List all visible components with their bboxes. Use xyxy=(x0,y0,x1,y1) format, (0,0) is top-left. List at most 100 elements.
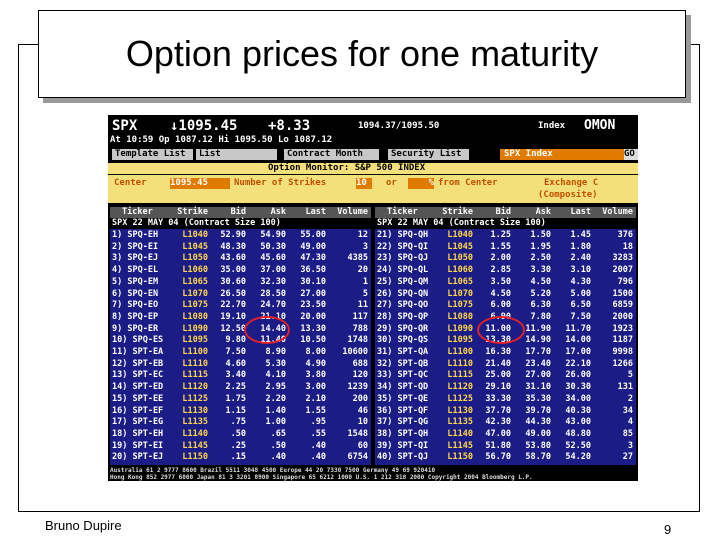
table-cell: L1070 xyxy=(182,288,208,299)
table-cell: 7) SPQ-EO xyxy=(112,300,159,311)
column-label: Ticker xyxy=(387,207,418,217)
contract-row: SPX 22 MAY 04 (Contract Size 100) xyxy=(110,218,371,229)
table-cell: L1050 xyxy=(447,253,473,264)
table-cell: .50 xyxy=(270,440,286,451)
table-cell: 39.70 xyxy=(525,405,551,416)
table-cell: 1.00 xyxy=(265,417,286,428)
table-cell: .25 xyxy=(230,440,246,451)
table-cell: 58.70 xyxy=(525,452,551,463)
table-cell: 49.00 xyxy=(300,241,326,252)
column-label: Strike xyxy=(177,207,208,217)
table-cell: 28.50 xyxy=(260,288,286,299)
center-label: Center xyxy=(114,178,147,188)
table-cell: 131 xyxy=(617,382,633,393)
table-cell: L1040 xyxy=(447,230,473,240)
table-cell: 1500 xyxy=(612,288,633,299)
table-cell: 19.10 xyxy=(220,311,246,322)
table-cell: L1065 xyxy=(182,276,208,287)
table-cell: 1 xyxy=(362,276,368,287)
center-value[interactable]: 1095.45 xyxy=(170,178,230,189)
table-cell: 8.90 xyxy=(265,347,286,357)
table-cell: 120 xyxy=(352,370,368,381)
table-cell: 1.55 xyxy=(490,241,511,252)
pct[interactable]: % xyxy=(408,178,434,189)
table-cell: 40) SPT-QJ xyxy=(377,452,429,463)
table-cell: 6754 xyxy=(347,452,368,463)
table-cell: L1040 xyxy=(182,230,208,240)
table-cell: 60 xyxy=(357,440,368,451)
table-cell: 4.30 xyxy=(570,276,591,287)
go-button[interactable]: GO xyxy=(624,149,638,160)
table-cell: 22.70 xyxy=(220,300,246,311)
table-cell: 20 xyxy=(357,265,368,276)
table-cell: 10600 xyxy=(342,347,368,357)
column-label: Volume xyxy=(337,207,368,217)
table-cell: 796 xyxy=(617,276,633,287)
table-cell: 27) SPQ-QO xyxy=(377,300,429,311)
table-cell: 55.00 xyxy=(300,230,326,240)
table-cell: 1.40 xyxy=(265,405,286,416)
table-cell: 37.70 xyxy=(485,405,511,416)
table-cell: 1.95 xyxy=(530,241,551,252)
strikes-label: Number of Strikes xyxy=(234,178,327,188)
table-cell: 2.20 xyxy=(265,393,286,404)
menu-item[interactable]: Security List xyxy=(388,149,469,160)
table-cell: L1065 xyxy=(447,276,473,287)
table-cell: L1070 xyxy=(447,288,473,299)
table-cell: 8) SPQ-EP xyxy=(112,311,159,322)
table-cell: 6.50 xyxy=(570,300,591,311)
menu-item[interactable]: Contract Month xyxy=(284,149,379,160)
table-cell: 85 xyxy=(622,428,633,439)
table-cell: 54.90 xyxy=(260,230,286,240)
column-header: Ticker Strike Bid Ask Last Volume xyxy=(375,207,636,218)
table-cell: 4.50 xyxy=(490,288,511,299)
menu-item[interactable]: Template List xyxy=(112,149,193,160)
table-cell: 33.30 xyxy=(485,393,511,404)
table-cell: 2007 xyxy=(612,265,633,276)
table-cell: 44.30 xyxy=(525,417,551,428)
table-cell: 22) SPQ-QI xyxy=(377,241,429,252)
table-cell: 1.55 xyxy=(305,405,326,416)
exchange: Exchange C xyxy=(544,178,599,188)
table-cell: 43.00 xyxy=(565,417,591,428)
table-cell: 26.50 xyxy=(220,288,246,299)
menu-item[interactable]: List xyxy=(196,149,277,160)
table-cell: .50 xyxy=(230,428,246,439)
calls-panel: Ticker Strike Bid Ask Last Volume SPX 22 MAY 0… xyxy=(110,207,371,465)
table-cell: 10 xyxy=(357,417,368,428)
table-cell: 1239 xyxy=(347,382,368,393)
column-label: Volume xyxy=(602,207,633,217)
table-cell: 3 xyxy=(362,241,368,252)
table-cell: 2.25 xyxy=(225,382,246,393)
table-cell: 5.00 xyxy=(570,288,591,299)
title-box: Option prices for one maturity xyxy=(38,10,686,98)
table-cell: 20.00 xyxy=(300,311,326,322)
table-cell: L1075 xyxy=(182,300,208,311)
table-cell: 37) SPT-QG xyxy=(377,417,429,428)
table-cell: L1100 xyxy=(182,347,208,357)
table-cell: 7.80 xyxy=(530,311,551,322)
table-cell: 1266 xyxy=(612,358,633,369)
table-cell: 3.10 xyxy=(570,265,591,276)
table-cell: 35) SPT-QE xyxy=(377,393,429,404)
session: At 10:59 Op 1087.12 Hi 1095.50 Lo 1087.1… xyxy=(110,135,333,145)
table-cell: 43.60 xyxy=(220,253,246,264)
table-cell: 53.80 xyxy=(525,440,551,451)
table-cell: 32) SPT-QB xyxy=(377,358,429,369)
table-cell: .95 xyxy=(310,417,326,428)
strikes-value[interactable]: 10 xyxy=(356,178,372,189)
security-field[interactable]: SPX Index xyxy=(500,149,628,160)
table-cell: 48.30 xyxy=(220,241,246,252)
bid-ask: 1094.37/1095.50 xyxy=(358,121,440,131)
column-label: Bid xyxy=(495,207,511,217)
terminal-screen: SPX ↓1095.45 +8.33 1094.37/1095.50 Index… xyxy=(108,115,638,481)
market: Index xyxy=(538,121,566,131)
table-cell: 4.60 xyxy=(225,358,246,369)
table-cell: 3.30 xyxy=(530,265,551,276)
table-cell: 13) SPT-EC xyxy=(112,370,164,381)
highlight-oval xyxy=(477,316,525,344)
table-cell: L1140 xyxy=(182,428,208,439)
table-cell: 27.00 xyxy=(525,370,551,381)
footer-line: Australia 61 2 9777 8600 Brazil 5511 304… xyxy=(110,467,436,474)
table-cell: 7.50 xyxy=(225,347,246,357)
